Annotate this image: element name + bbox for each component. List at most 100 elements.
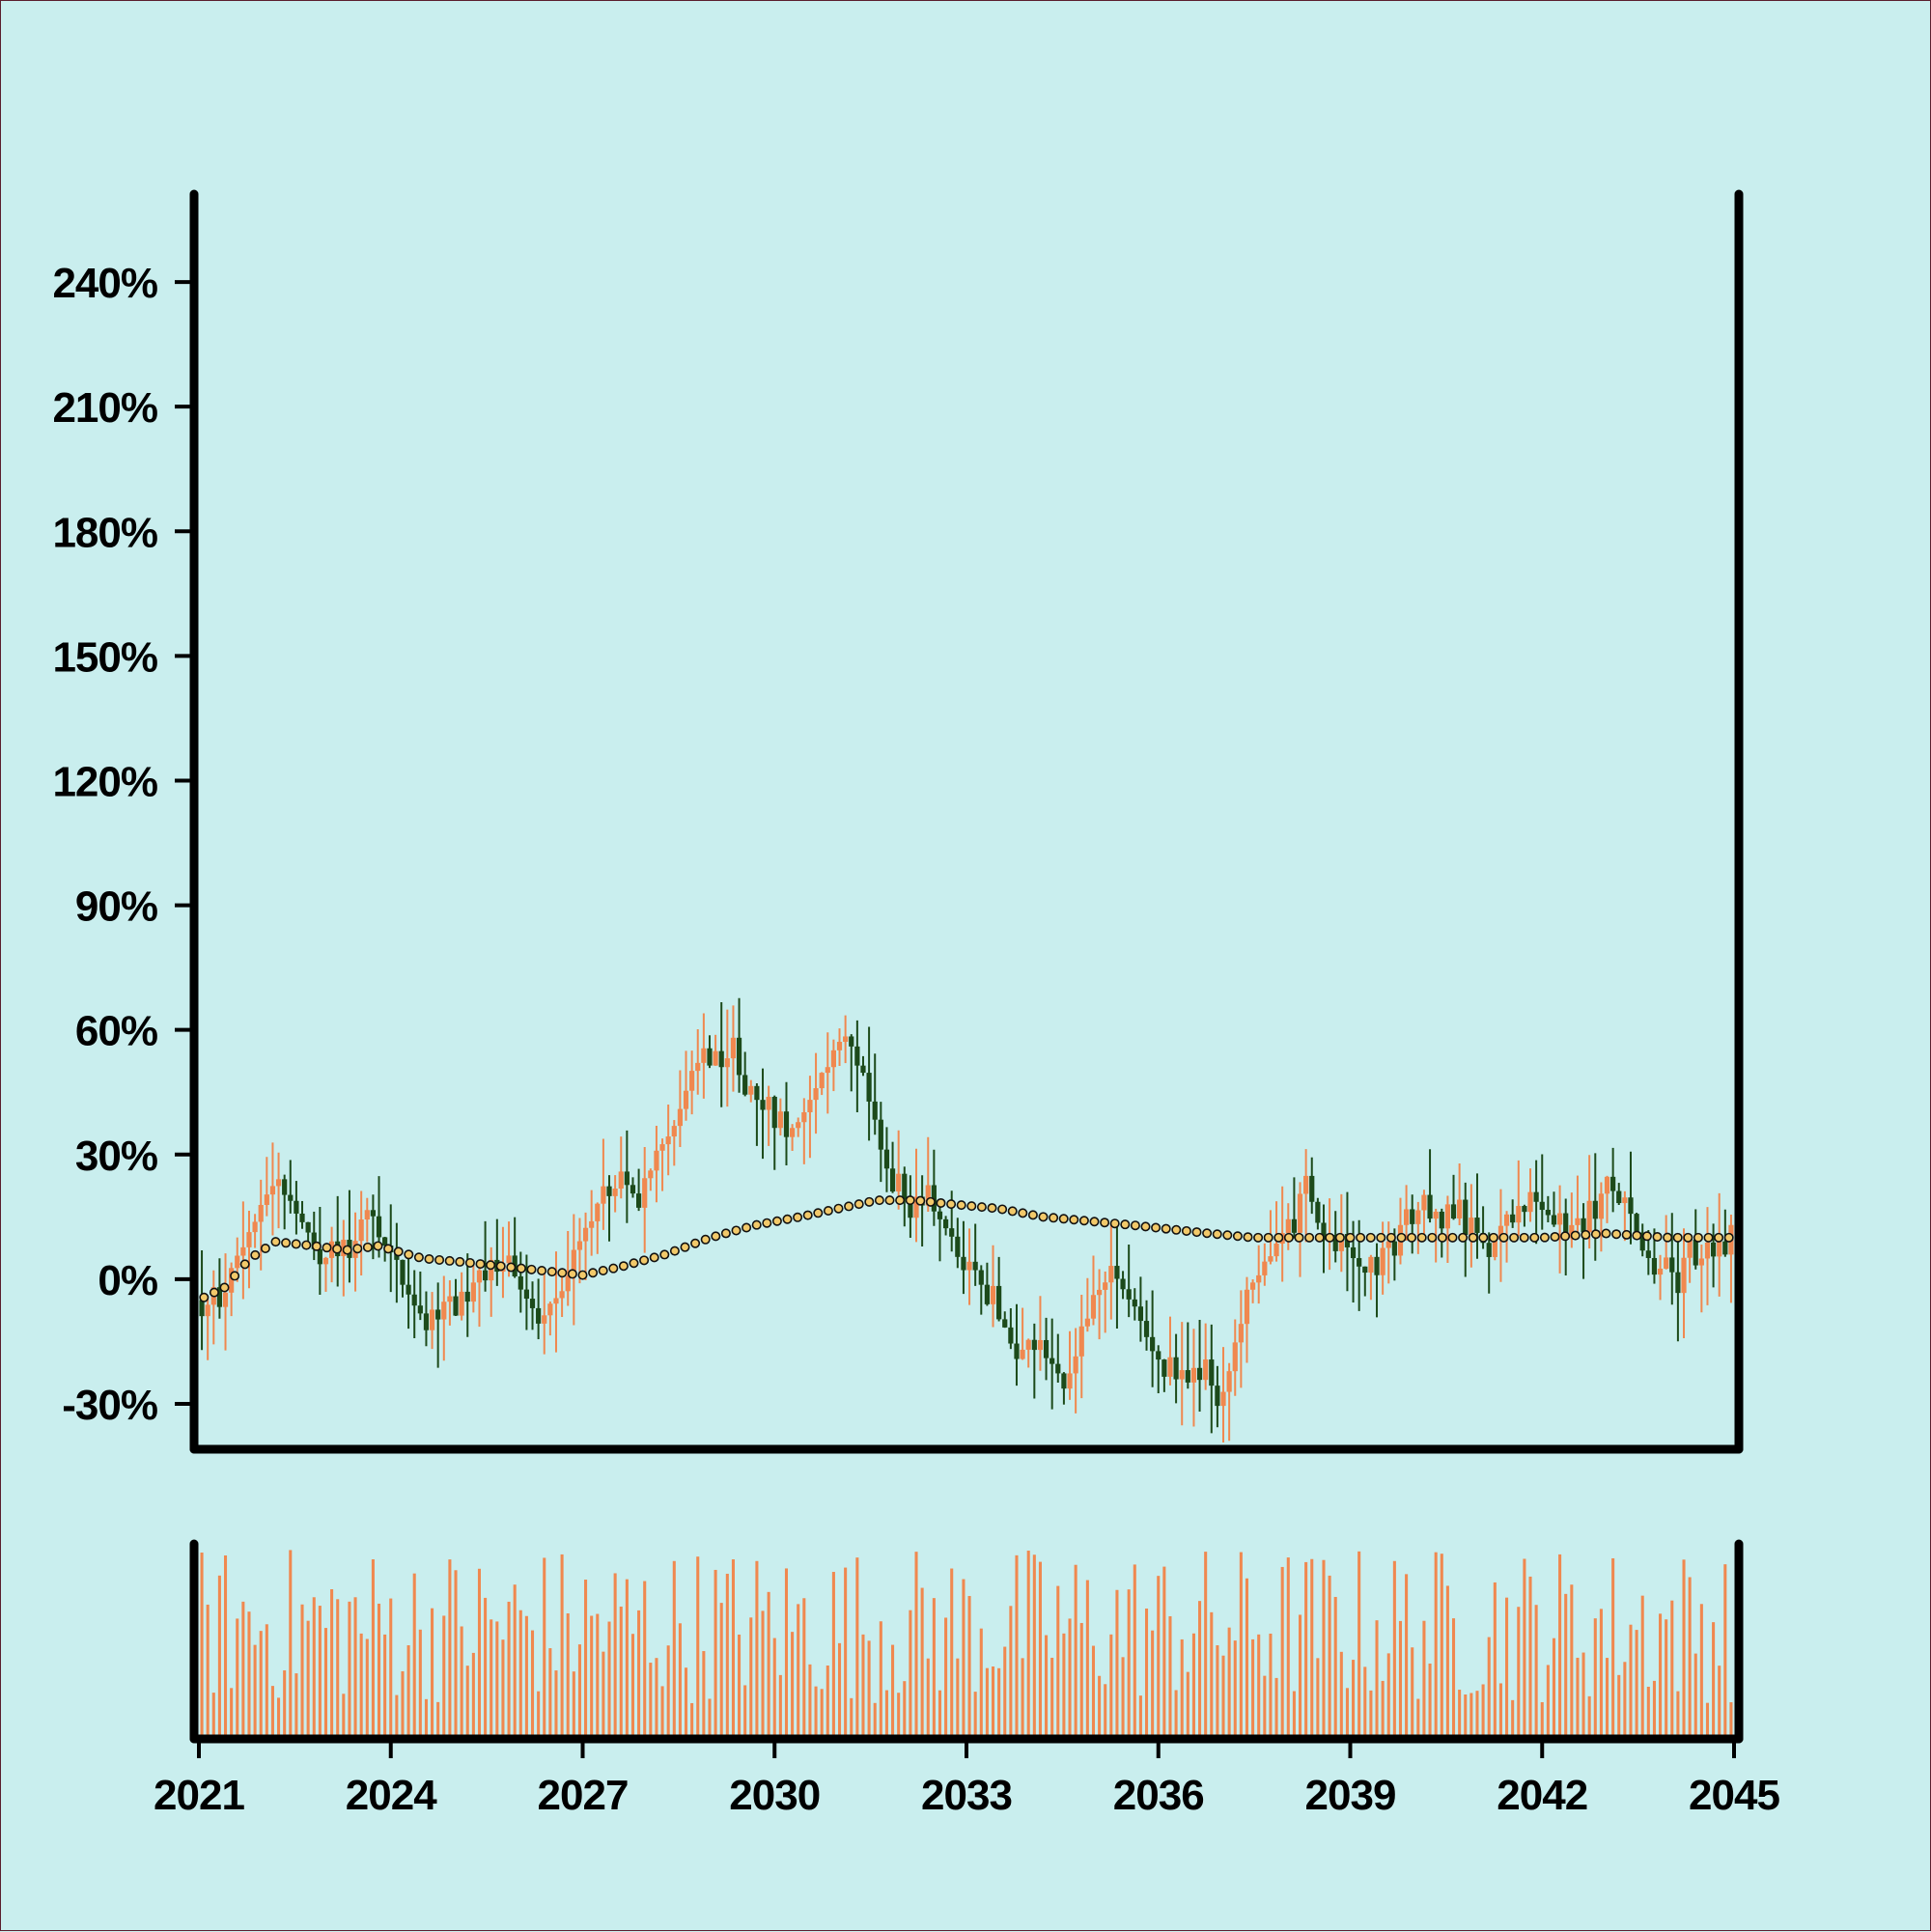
candle-body <box>1516 1206 1522 1223</box>
volume-bar <box>1386 1653 1390 1735</box>
moving-average-point <box>751 1219 762 1230</box>
volume-bar <box>253 1644 257 1735</box>
moving-average-point <box>1396 1232 1407 1243</box>
moving-average-point <box>1304 1232 1315 1243</box>
moving-average-point <box>1703 1232 1714 1243</box>
volume-bar <box>236 1618 239 1735</box>
candle-body <box>1421 1194 1427 1211</box>
moving-average-point <box>495 1261 506 1272</box>
candle-body <box>1385 1241 1391 1248</box>
volume-bar <box>1333 1596 1337 1735</box>
moving-average-point <box>711 1231 721 1242</box>
moving-average-point <box>771 1216 782 1226</box>
volume-bar <box>1328 1575 1331 1735</box>
candle-body <box>1533 1191 1539 1202</box>
candle-body <box>1179 1370 1185 1380</box>
volume-bar <box>442 1615 446 1735</box>
volume-bar <box>1056 1585 1060 1735</box>
candle-body <box>1321 1222 1327 1241</box>
moving-average-point <box>434 1254 445 1265</box>
volume-bar <box>554 1670 558 1735</box>
candle-body <box>1173 1357 1179 1380</box>
moving-average-point <box>557 1268 568 1278</box>
volume-bar <box>1416 1698 1420 1735</box>
moving-average-point <box>444 1255 455 1266</box>
candle-body <box>1492 1239 1497 1257</box>
candle-body <box>459 1291 464 1316</box>
candle-body <box>1616 1190 1622 1204</box>
candle-body <box>1628 1197 1634 1215</box>
moving-average-point <box>618 1261 629 1272</box>
volume-bar <box>543 1557 546 1735</box>
moving-average-point <box>301 1240 312 1250</box>
candle-body <box>1693 1239 1698 1266</box>
candle-body <box>1681 1257 1687 1294</box>
candle-body <box>1025 1339 1031 1350</box>
volume-bar <box>524 1615 528 1735</box>
candle-body <box>642 1178 648 1208</box>
moving-average-point <box>424 1253 434 1264</box>
moving-average-point <box>1652 1231 1663 1242</box>
candle-body <box>724 1058 730 1068</box>
candle-body <box>299 1213 305 1222</box>
candle-body <box>222 1292 229 1307</box>
candle-body <box>1150 1336 1156 1352</box>
volume-bar <box>791 1632 795 1735</box>
moving-average-point <box>1560 1231 1571 1242</box>
candle-body <box>1439 1211 1444 1229</box>
volume-bar <box>501 1639 505 1735</box>
candle-body <box>269 1186 276 1195</box>
moving-average-point <box>1601 1228 1611 1239</box>
moving-average-point <box>1283 1232 1294 1243</box>
volume-bar <box>696 1556 700 1735</box>
volume-bar <box>318 1606 322 1735</box>
candle-body <box>476 1270 483 1283</box>
candle-body <box>1403 1209 1410 1225</box>
volume-bar <box>1168 1615 1172 1735</box>
candle-body <box>246 1232 252 1247</box>
candle-body <box>1215 1386 1220 1407</box>
volume-bar <box>1003 1646 1007 1735</box>
volume-bar <box>1617 1674 1621 1735</box>
candle-body <box>411 1294 417 1306</box>
candle-body <box>701 1048 707 1063</box>
moving-average-point <box>793 1212 803 1222</box>
volume-bar <box>336 1599 340 1735</box>
volume-bar <box>596 1613 600 1735</box>
candle-body <box>394 1252 400 1260</box>
candle-body <box>1527 1191 1533 1213</box>
candle-body <box>382 1237 388 1246</box>
moving-average-point <box>546 1267 557 1277</box>
moving-average-point <box>209 1287 219 1298</box>
candle-body <box>931 1185 937 1212</box>
candle-body <box>294 1200 299 1214</box>
volume-bar <box>914 1552 918 1735</box>
moving-average-point <box>629 1258 639 1269</box>
candle-body <box>955 1236 961 1257</box>
volume-bar <box>230 1688 234 1735</box>
volume-bar <box>259 1631 263 1735</box>
candle-body <box>908 1199 913 1218</box>
candle-body <box>1037 1339 1044 1351</box>
moving-average-point <box>1078 1216 1089 1226</box>
volume-bar <box>1227 1627 1231 1735</box>
volume-bar <box>1411 1647 1414 1735</box>
volume-bar <box>1564 1593 1568 1735</box>
candle-body <box>1049 1358 1055 1364</box>
candle-body <box>913 1196 919 1218</box>
volume-bar <box>490 1619 493 1735</box>
volume-bar <box>1245 1578 1249 1735</box>
candle-body <box>695 1062 701 1072</box>
candle-body <box>1090 1295 1097 1319</box>
volume-bar <box>431 1608 434 1735</box>
candle-body <box>1156 1351 1161 1360</box>
candle-body <box>311 1232 317 1249</box>
candle-body <box>529 1299 536 1308</box>
volume-bar <box>1127 1589 1131 1735</box>
x-tick-label: 2045 <box>1689 1772 1779 1819</box>
moving-average-point <box>270 1237 281 1247</box>
volume-bar <box>1257 1634 1261 1735</box>
volume-bar <box>778 1674 782 1735</box>
candle-body <box>1634 1214 1639 1233</box>
candle-body <box>1303 1175 1309 1194</box>
